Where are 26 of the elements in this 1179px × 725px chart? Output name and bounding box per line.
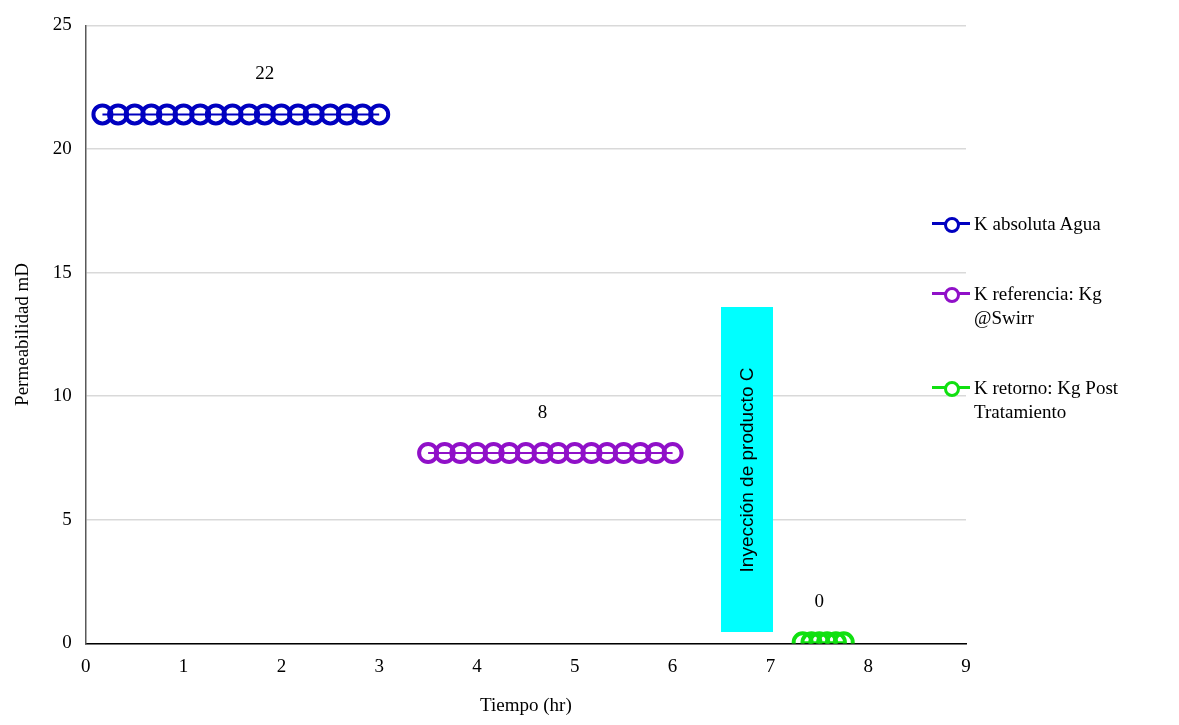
legend-label: K absoluta Agua (974, 212, 1102, 236)
legend-label: K retorno: Kg Post Tratamiento (974, 376, 1120, 424)
y-tick-label: 5 (62, 507, 72, 529)
y-tick-label: 0 (62, 631, 72, 653)
annotation: 22 (255, 62, 275, 84)
x-tick-label: 2 (276, 654, 287, 676)
x-tick-label: 5 (570, 654, 580, 676)
x-axis-title: Tiempo (hr) (480, 693, 572, 716)
y-tick-label: 10 (52, 384, 72, 406)
y-tick-label: 15 (52, 260, 72, 282)
x-tick-label: 4 (472, 654, 483, 676)
x-tick-label: 1 (178, 654, 189, 676)
legend-label: K referencia: Kg @Swirr (974, 282, 1103, 330)
annotation: 8 (537, 401, 548, 423)
x-tick-label: 6 (667, 654, 678, 676)
x-tick-label: 3 (374, 654, 384, 676)
x-tick-label: 7 (765, 654, 776, 676)
x-tick-label: 0 (81, 654, 91, 676)
y-tick-label: 25 (52, 13, 72, 35)
x-tick-label: 8 (863, 654, 873, 676)
annotation: Inyección de producto C (736, 367, 759, 573)
annotation: 0 (814, 590, 825, 612)
y-tick-label: 20 (52, 136, 72, 158)
x-tick-label: 9 (961, 654, 971, 676)
text-box: Inyección de producto C (721, 307, 774, 633)
y-axis-title: Permeabilidad mD (11, 262, 33, 406)
